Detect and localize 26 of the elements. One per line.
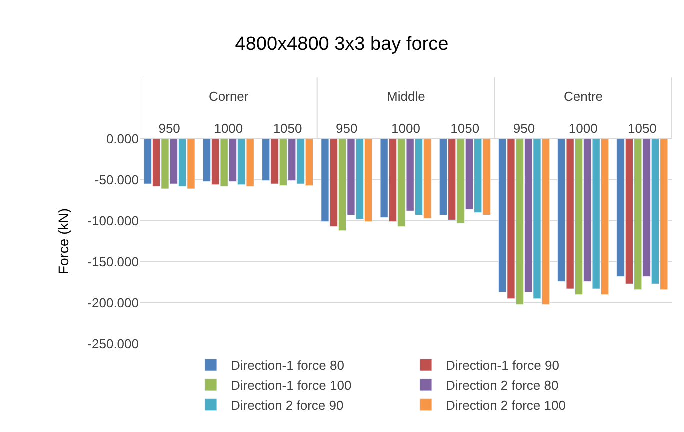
y-axis-title: Force (kN) — [55, 208, 72, 275]
text: Corner — [209, 89, 250, 104]
x-tick-label: 1000 — [392, 120, 420, 136]
x-tick-label: 1000 — [568, 120, 598, 136]
x-tick-label: 950 — [513, 120, 536, 136]
x-tick-label: 1050 — [273, 120, 302, 136]
x-tick-label: 1050 — [450, 120, 480, 136]
legend-label: Direction 2 force 80 — [446, 378, 559, 394]
y-tick-label: 0.000 — [106, 132, 139, 147]
y-tick-label: -50.000 — [94, 172, 139, 188]
x-tick-label: 1050 — [628, 120, 657, 136]
text: Centre — [564, 89, 604, 104]
chart-title: 4800x4800 3x3 bay force — [235, 34, 449, 55]
x-tick-label: 950 — [336, 120, 358, 136]
legend-label: Direction-1 force 90 — [446, 358, 560, 374]
legend-label: Direction-1 force 80 — [231, 358, 344, 374]
y-tick-label: -150.000 — [88, 254, 139, 270]
y-tick-label: -200.000 — [88, 296, 139, 311]
legend-label: Direction 2 force 90 — [231, 398, 344, 413]
x-tick-label: 1000 — [214, 120, 244, 136]
text: Middle — [387, 89, 426, 104]
y-tick-label: -250.000 — [88, 336, 139, 352]
x-tick-label: 950 — [158, 120, 180, 136]
y-tick-label: -100.000 — [88, 214, 139, 229]
legend-label: Direction-1 force 100 — [231, 378, 352, 394]
legend-label: Direction 2 force 100 — [446, 398, 566, 413]
